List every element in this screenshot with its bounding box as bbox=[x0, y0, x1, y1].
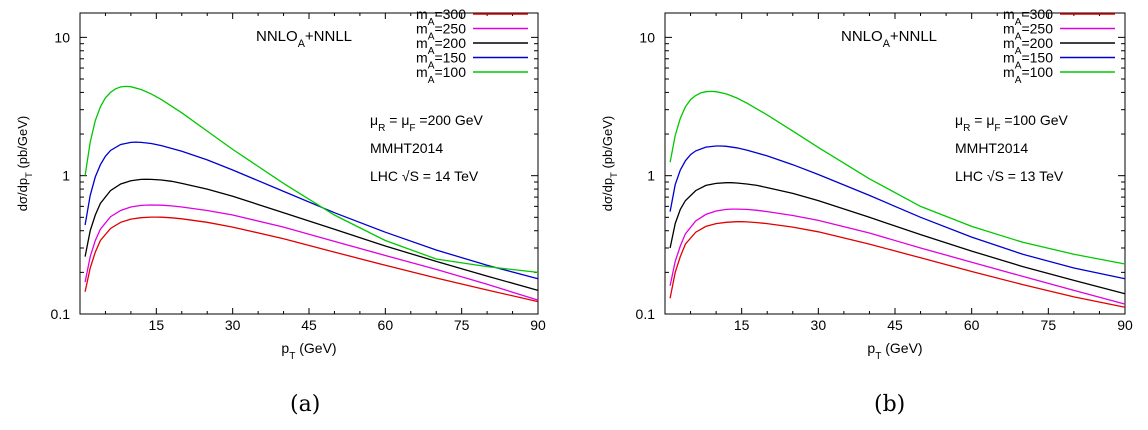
chart-panel-b: 15 30 45 60 75 90 0.1 1 10 pT (GeV) dσ/dpT (pb/GeV… bbox=[600, 6, 1133, 362]
panel-a-caption: (a) bbox=[290, 392, 321, 417]
annotation-text: μR = μF =200 GeV bbox=[370, 112, 484, 134]
x-tick-label: 15 bbox=[734, 317, 750, 333]
x-tick-label: 60 bbox=[964, 317, 980, 333]
y-tick-label: 10 bbox=[639, 29, 655, 45]
annotation-text: μR = μF =100 GeV bbox=[955, 112, 1069, 134]
series-line-ma100 bbox=[84, 85, 539, 274]
x-tick-label: 90 bbox=[1117, 317, 1133, 333]
legend-label: mA=100 bbox=[416, 64, 466, 86]
chart-title: NNLOA+NNLL bbox=[841, 28, 937, 50]
x-tick-label: 30 bbox=[225, 317, 241, 333]
legend-label: mA=200 bbox=[416, 35, 466, 57]
annotation-text: LHC √S = 14 TeV bbox=[370, 168, 479, 184]
y-tick-label: 10 bbox=[54, 29, 70, 45]
legend-label: mA=250 bbox=[1003, 21, 1053, 43]
y-tick-label: 0.1 bbox=[51, 306, 71, 322]
series-line-ma200 bbox=[669, 182, 1126, 295]
x-tick-label: 45 bbox=[301, 317, 317, 333]
series-line-ma300 bbox=[669, 221, 1126, 308]
legend-label: mA=200 bbox=[1003, 35, 1053, 57]
legend-label: mA=300 bbox=[416, 6, 466, 28]
x-tick-label: 15 bbox=[149, 317, 165, 333]
x-tick-label: 75 bbox=[1041, 317, 1057, 333]
legend-label: mA=150 bbox=[1003, 50, 1053, 72]
panel-b-caption: (b) bbox=[874, 392, 906, 417]
plot-frame bbox=[664, 12, 1126, 315]
annotation-text: LHC √S = 13 TeV bbox=[955, 168, 1064, 184]
x-axis-label: pT (GeV) bbox=[281, 340, 336, 362]
series-line-ma250 bbox=[669, 208, 1126, 305]
x-tick-label: 45 bbox=[887, 317, 903, 333]
series-line-ma250 bbox=[84, 204, 539, 301]
legend-label: mA=250 bbox=[416, 21, 466, 43]
legend-label: mA=150 bbox=[416, 50, 466, 72]
x-tick-label: 30 bbox=[811, 317, 827, 333]
series-line-ma300 bbox=[84, 216, 539, 303]
x-tick-label: 90 bbox=[530, 317, 546, 333]
y-axis-label: dσ/dpT (pb/GeV) bbox=[600, 116, 619, 211]
annotation-text: MMHT2014 bbox=[370, 140, 443, 156]
series-line-ma150 bbox=[669, 145, 1126, 280]
series-line-ma200 bbox=[84, 178, 539, 292]
series-line-ma100 bbox=[669, 90, 1126, 265]
chart-panel-a: 15 30 45 60 75 90 0.1 1 10 pT (GeV) dσ/dpT (pb/GeV… bbox=[15, 6, 546, 362]
y-tick-label: 1 bbox=[62, 168, 70, 184]
chart-title: NNLOA+NNLL bbox=[256, 28, 352, 50]
plot-frame bbox=[79, 12, 539, 315]
series-line-ma150 bbox=[84, 141, 539, 280]
x-tick-label: 60 bbox=[378, 317, 394, 333]
y-axis-label: dσ/dpT (pb/GeV) bbox=[15, 116, 34, 211]
y-tick-label: 0.1 bbox=[636, 306, 656, 322]
legend-label: mA=300 bbox=[1003, 6, 1053, 28]
y-tick-label: 1 bbox=[647, 168, 655, 184]
x-tick-label: 75 bbox=[454, 317, 470, 333]
x-axis-label: pT (GeV) bbox=[867, 340, 922, 362]
legend-label: mA=100 bbox=[1003, 64, 1053, 86]
annotation-text: MMHT2014 bbox=[955, 140, 1028, 156]
